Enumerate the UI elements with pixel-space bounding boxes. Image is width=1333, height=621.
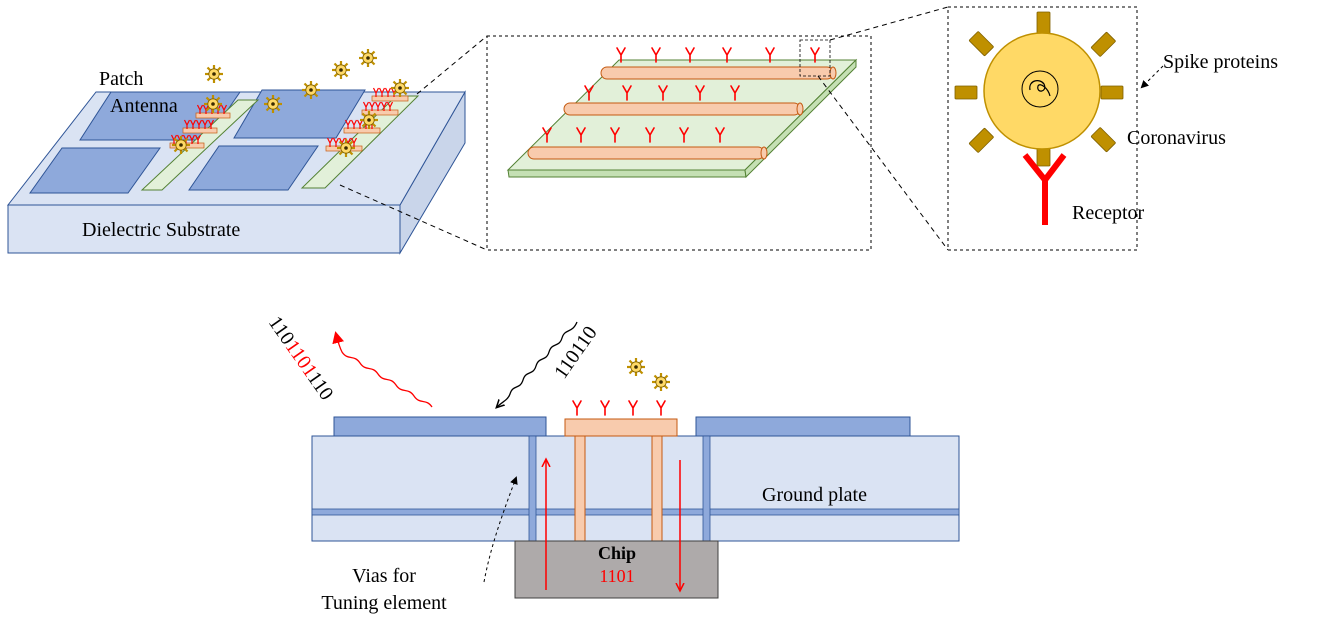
spike-proteins-label: Spike proteins (1163, 51, 1278, 73)
outgoing-signal-wave (332, 331, 433, 408)
ground-plate-label: Ground plate (762, 484, 867, 506)
vias-label-line2: Tuning element (321, 592, 447, 614)
chip-code: 1101 (599, 566, 634, 586)
receptor-label: Receptor (1072, 202, 1145, 224)
coronavirus-label: Coronavirus (1127, 127, 1226, 149)
patch-antenna-label-line1: Patch (99, 68, 143, 90)
signal-in-bits: 110110 (550, 322, 602, 383)
signal-out-bits: 1101101110 (264, 312, 338, 404)
vias-callout-arrow (483, 476, 518, 583)
chip-label: Chip (598, 543, 636, 563)
patch-antenna-label-line2: Antenna (110, 95, 178, 117)
vias-label-line1: Vias for (352, 565, 416, 587)
zoom-box-strip (486, 35, 872, 251)
patch-antennas (29, 89, 366, 194)
incoming-signal-wave (497, 321, 578, 407)
coronavirus-detail (954, 11, 1124, 225)
cross-section (311, 400, 960, 599)
zoomed-strip (506, 39, 858, 179)
dielectric-substrate-label: Dielectric Substrate (82, 219, 240, 241)
